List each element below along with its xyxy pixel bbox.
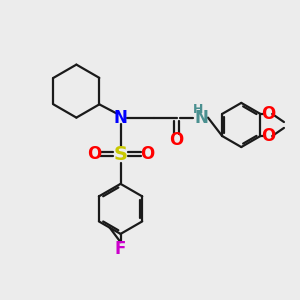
Text: O: O [140,146,154,164]
Text: N: N [114,109,128,127]
Text: O: O [87,146,101,164]
Text: F: F [115,240,126,258]
Text: O: O [169,131,184,149]
Text: O: O [261,105,275,123]
Text: H: H [193,103,203,116]
Text: S: S [114,145,128,164]
Text: N: N [195,109,208,127]
Text: O: O [261,127,275,145]
